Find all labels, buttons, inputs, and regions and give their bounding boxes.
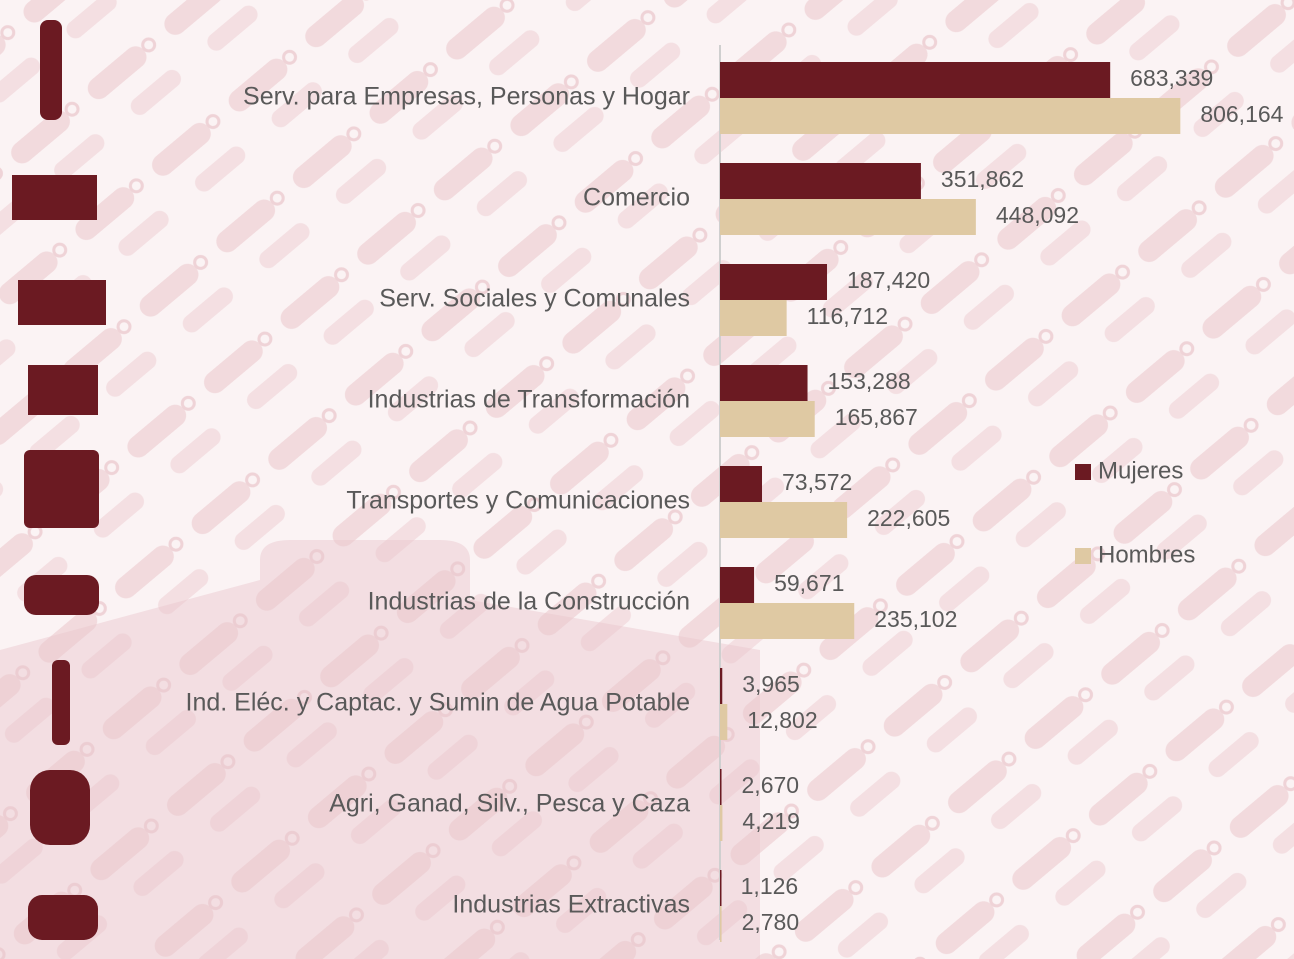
briefcase-watermark (0, 540, 760, 959)
bar (720, 769, 722, 805)
value-label: 73,572 (782, 469, 852, 495)
value-label: 2,780 (742, 909, 800, 935)
value-label: 12,802 (747, 707, 817, 733)
category-label: Ind. Eléc. y Captac. y Sumin de Agua Pot… (186, 689, 690, 717)
category-label: Transportes y Comunicaciones (346, 487, 690, 515)
icon (28, 895, 98, 940)
icon (24, 450, 99, 528)
bar (720, 163, 921, 199)
legend-swatch (1075, 464, 1091, 480)
icon (40, 20, 62, 120)
bar (720, 502, 848, 538)
value-label: 187,420 (847, 267, 930, 293)
icon (18, 280, 106, 325)
value-label: 3,965 (742, 671, 800, 697)
value-label: 448,092 (996, 202, 1079, 228)
bar (720, 401, 815, 437)
bar (720, 98, 1181, 134)
bar (720, 199, 976, 235)
value-label: 165,867 (835, 404, 918, 430)
bar (720, 603, 855, 639)
bar (720, 805, 723, 841)
bar (720, 870, 722, 906)
bar (720, 668, 723, 704)
value-label: 1,126 (741, 873, 799, 899)
bar (720, 466, 763, 502)
category-label: Serv. para Empresas, Personas y Hogar (243, 83, 690, 111)
legend-swatch (1075, 548, 1091, 564)
category-label: Industrias Extractivas (452, 891, 690, 919)
bar (720, 704, 728, 740)
value-label: 235,102 (874, 606, 957, 632)
category-label: Serv. Sociales y Comunales (379, 285, 690, 313)
category-label: Industrias de Transformación (368, 386, 690, 414)
legend-label: Mujeres (1098, 457, 1183, 484)
icon (30, 770, 90, 845)
bar (720, 365, 808, 401)
icons (12, 20, 106, 940)
bar (720, 906, 722, 942)
bar (720, 300, 787, 336)
value-label: 351,862 (941, 166, 1024, 192)
bar (720, 567, 755, 603)
legend-label: Hombres (1098, 541, 1195, 568)
value-label: 59,671 (774, 570, 844, 596)
value-label: 4,219 (742, 808, 800, 834)
value-label: 683,339 (1130, 65, 1213, 91)
icon (52, 660, 70, 745)
icon (28, 365, 98, 415)
value-label: 806,164 (1200, 101, 1283, 127)
bar (720, 62, 1111, 98)
value-label: 2,670 (742, 772, 800, 798)
bar (720, 264, 828, 300)
icon (12, 175, 97, 220)
category-label: Industrias de la Construcción (368, 588, 690, 616)
value-label: 116,712 (807, 303, 888, 329)
value-label: 222,605 (867, 505, 950, 531)
category-label: Agri, Ganad, Silv., Pesca y Caza (329, 790, 690, 818)
category-label: Comercio (583, 184, 690, 212)
value-label: 153,288 (828, 368, 911, 394)
icon (24, 575, 99, 615)
